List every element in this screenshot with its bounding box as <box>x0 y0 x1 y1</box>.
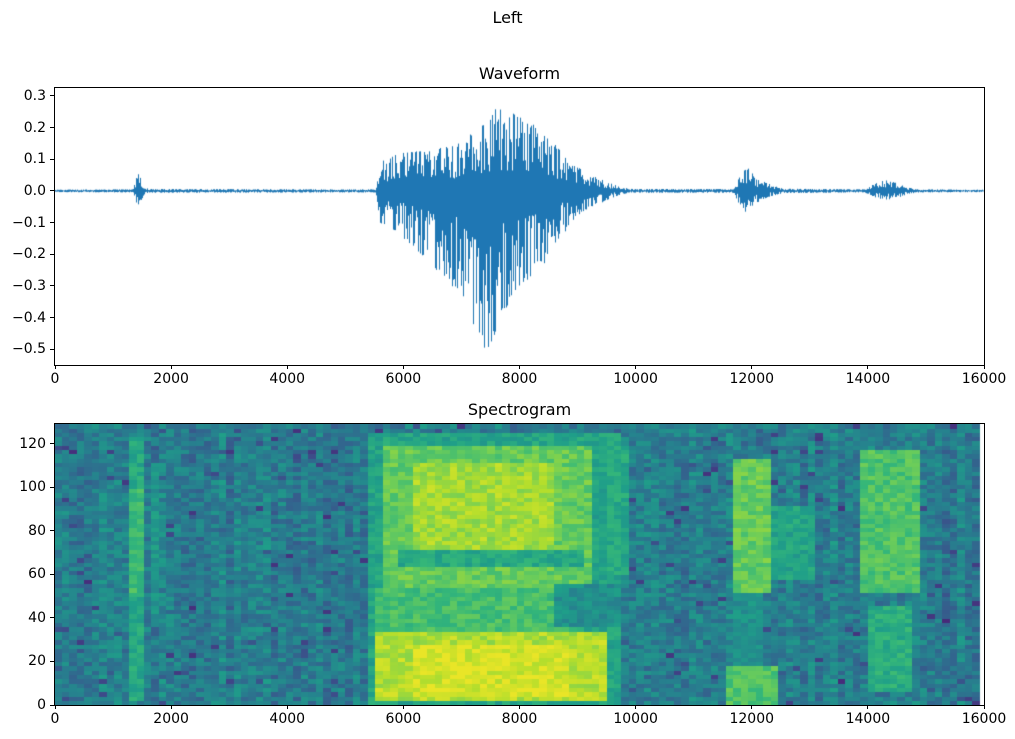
y-tick-label: 60 <box>28 566 46 583</box>
y-tick-label: 120 <box>19 435 46 452</box>
spectrogram-title: Spectrogram <box>467 400 572 419</box>
x-tick-label: 4000 <box>269 711 306 727</box>
y-tick-label: 40 <box>28 609 46 626</box>
y-tick-label: 20 <box>28 653 46 670</box>
spectrogram-canvas <box>55 424 984 705</box>
x-tick-label: 6000 <box>385 711 422 727</box>
x-tick-label: 14000 <box>845 711 891 727</box>
x-tick-label: 10000 <box>613 711 658 727</box>
y-tick-label: 100 <box>19 479 46 496</box>
figure-suptitle: Left <box>492 8 523 27</box>
waveform-title: Waveform <box>478 64 561 83</box>
waveform-axes <box>54 87 985 366</box>
x-tick-label: 2000 <box>153 711 189 727</box>
x-tick-label: 8000 <box>501 711 538 727</box>
y-tick-label: 0 <box>37 697 46 713</box>
x-tick-label: 16000 <box>961 711 1007 727</box>
waveform-canvas <box>55 88 984 365</box>
y-tick-label: 80 <box>28 522 46 539</box>
spectrogram-axes <box>54 423 985 706</box>
x-tick-label: 0 <box>50 711 60 727</box>
x-tick-label: 12000 <box>729 711 775 727</box>
